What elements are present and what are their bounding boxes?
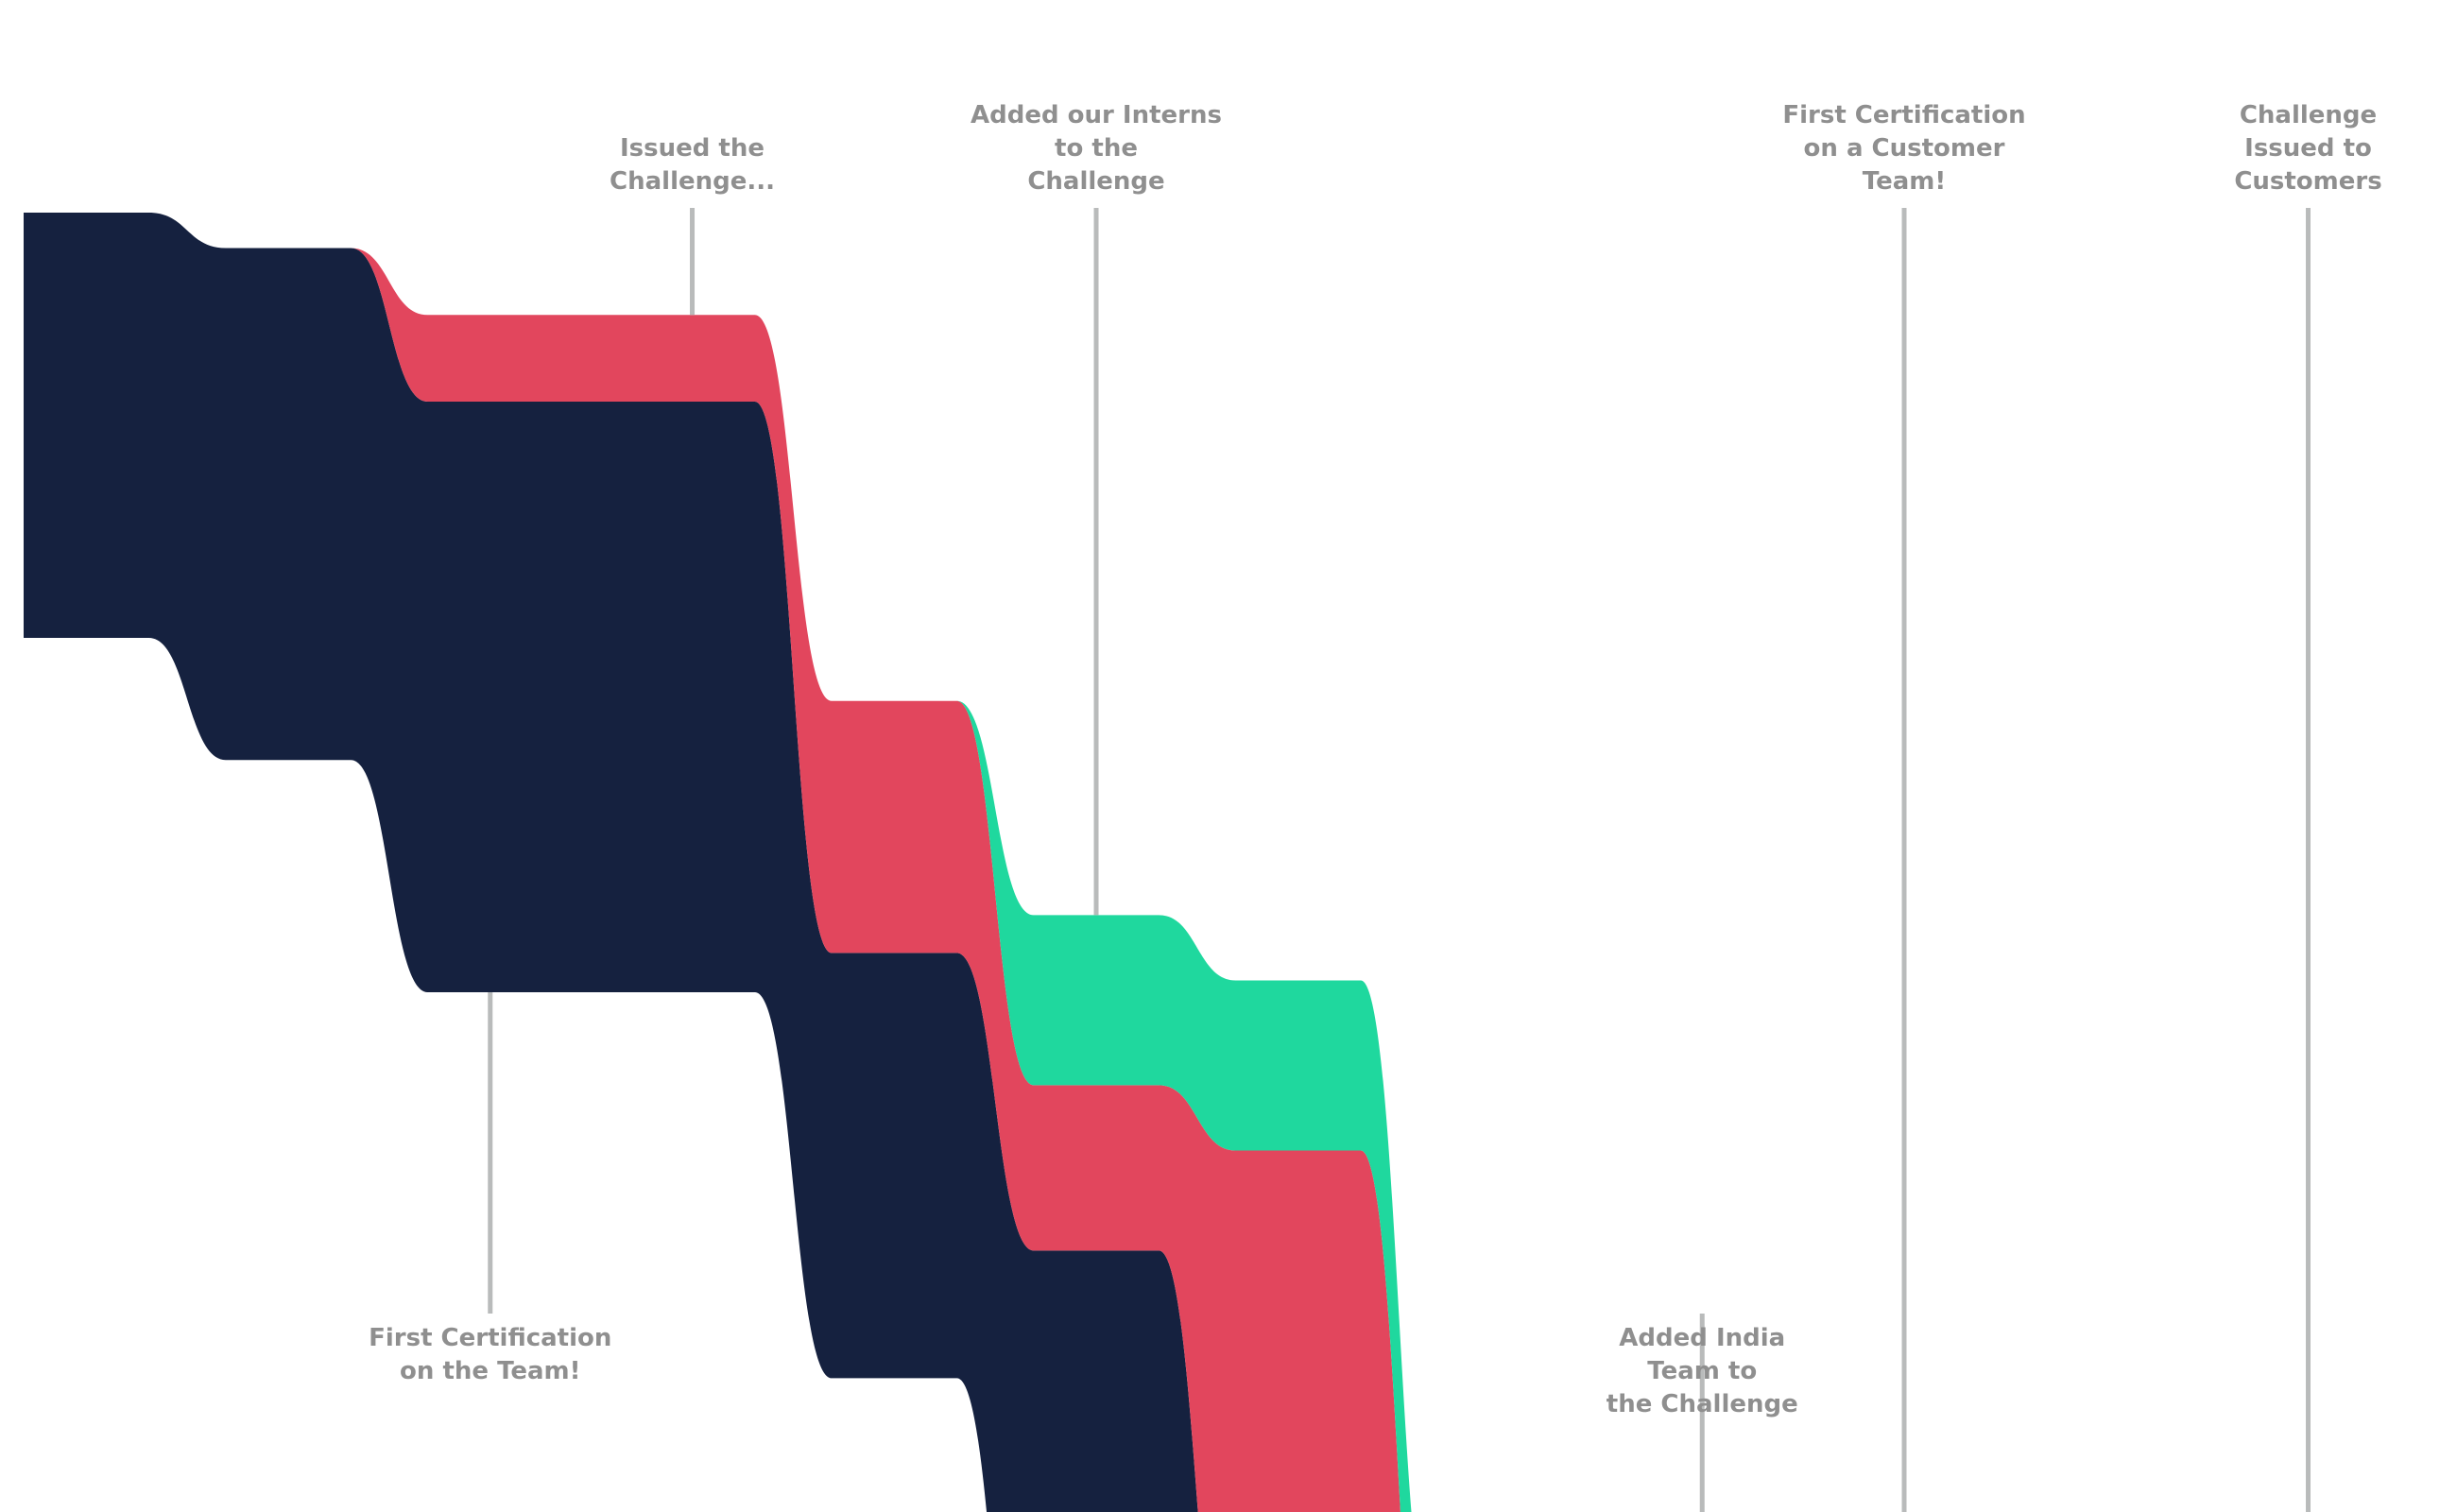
annotation-label-line: on a Customer	[1804, 134, 2005, 163]
annotation-label-line: Challenge...	[610, 167, 775, 196]
annotation-2: Added our Interns to the Challenge	[971, 101, 1222, 916]
annotation-label-line: First Certification	[1782, 101, 2025, 129]
annotation-1: Issued the Challenge...	[610, 134, 775, 316]
annotation-label-line: First Certification	[369, 1324, 611, 1352]
annotation-label-line: the Challenge	[1606, 1390, 1798, 1418]
annotation-6: Added India Team to the Challenge	[1606, 1314, 1798, 1512]
annotations: Issued the Challenge... Added our Interns t…	[369, 101, 2382, 1512]
annotation-4: Challenge Issued to Customers	[2234, 101, 2382, 1512]
annotation-label: First Certification on a Customer Team!	[1782, 101, 2025, 196]
annotation-label-line: Customers	[2234, 167, 2381, 196]
annotation-label: Challenge Issued to Customers	[2234, 101, 2381, 196]
navy-layer	[24, 213, 1198, 1512]
annotation-3: First Certification on a Customer Team!	[1782, 101, 2026, 1512]
annotation-label-line: to the	[1055, 134, 1138, 163]
annotation-label-line: Added our Interns	[971, 101, 1222, 129]
stream-layers	[24, 213, 1412, 1512]
annotation-label-line: Team!	[1863, 167, 1946, 196]
annotation-label: Issued the Challenge...	[610, 134, 775, 196]
annotation-label-line: Challenge	[2240, 101, 2377, 129]
annotation-5: First Certification on the Team!	[369, 992, 611, 1385]
annotation-label-line: Team to	[1647, 1357, 1757, 1385]
annotation-label: First Certification on the Team!	[369, 1324, 611, 1385]
annotation-label-line: Issued the	[620, 134, 765, 163]
annotation-label-line: Challenge	[1027, 167, 1164, 196]
annotation-label: Added our Interns to the Challenge	[971, 101, 1222, 196]
annotation-label-line: on the Team!	[400, 1357, 580, 1385]
annotation-label: Added India Team to the Challenge	[1606, 1324, 1798, 1418]
annotation-label-line: Issued to	[2244, 134, 2372, 163]
annotation-label-line: Added India	[1619, 1324, 1785, 1352]
red-layer	[24, 213, 1400, 1512]
